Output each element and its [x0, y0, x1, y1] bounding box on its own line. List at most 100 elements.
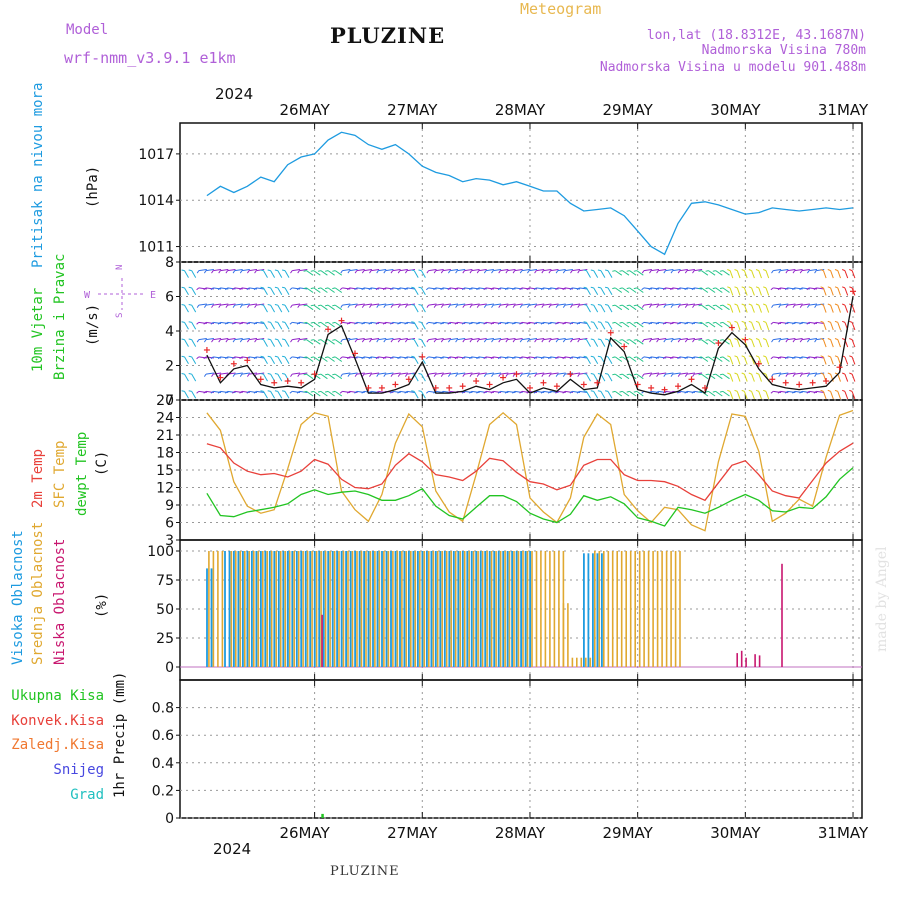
wind-arrow-head — [792, 270, 796, 274]
wind-arrow-head — [570, 339, 573, 343]
wind-arrow-head — [339, 391, 343, 394]
temp-title-1: 2m Temp — [30, 449, 46, 508]
wind-arrow — [270, 304, 276, 313]
wind-arrow-head — [267, 321, 271, 323]
wind-arrow-head — [633, 373, 637, 376]
wind-arrow-head — [784, 322, 788, 325]
wind-arrow-head — [440, 322, 444, 325]
wind-arrow-head — [361, 287, 365, 291]
mid-cloud-bar — [468, 551, 470, 667]
wind-arrow-head — [281, 373, 286, 375]
wind-arrow-head — [655, 391, 659, 394]
wind-arrow-head — [411, 390, 415, 392]
precip-legend-conv: Konvek.Kisa — [11, 713, 104, 729]
wind-arrow-head — [719, 390, 724, 393]
wind-arrow-head — [619, 287, 623, 290]
high-cloud-bar — [452, 551, 455, 667]
wind-arrow-head — [576, 391, 580, 394]
wind-arrow-head — [562, 391, 566, 394]
wind-arrow-head — [555, 322, 559, 325]
mid-cloud-bar — [306, 551, 309, 667]
wind-arrow-head — [555, 287, 559, 291]
wind-arrow — [334, 373, 343, 380]
wind-arrow — [184, 287, 189, 296]
wind-arrow — [435, 303, 444, 306]
mid-cloud-bar — [230, 551, 233, 667]
wind-arrow-head — [383, 373, 386, 377]
mid-cloud-bar — [611, 551, 614, 667]
wind-arrow-head — [418, 269, 422, 272]
wind-arrow-head — [310, 339, 314, 341]
wind-arrow-head — [712, 270, 716, 272]
low-cloud-bar — [758, 655, 761, 667]
wind-arrow-head — [469, 270, 473, 274]
wind-arrow — [220, 303, 229, 306]
wind-arrow-head — [583, 338, 587, 341]
wind-arrow — [378, 338, 387, 341]
wind-arrow — [413, 356, 419, 365]
wind-arrow — [822, 391, 827, 400]
wind-arrow — [579, 303, 588, 306]
wind-arrow-head — [332, 356, 336, 359]
wind-arrow-head — [641, 373, 645, 377]
wind-arrow — [751, 270, 755, 279]
wind-arrow-head — [224, 356, 228, 360]
wind-arrow — [450, 269, 459, 272]
y-tick-label: 4 — [165, 324, 174, 340]
day-label-top: 31MAY — [818, 101, 869, 119]
wind-arrow — [686, 338, 695, 341]
high-cloud-bar — [376, 551, 379, 667]
wind-arrow-head — [540, 322, 544, 325]
mid-cloud-bar — [607, 551, 610, 667]
wind-arrow — [708, 270, 716, 276]
wind-arrow-head — [505, 373, 508, 377]
wind-arrow — [579, 338, 588, 341]
wind-arrow — [320, 356, 328, 362]
mid-cloud-bar — [665, 551, 668, 667]
wind-arrow-head — [597, 269, 601, 272]
wind-arrow-head — [267, 269, 271, 272]
wind-arrow — [672, 338, 681, 341]
wind-arrow — [406, 303, 416, 306]
wind-arrow — [521, 303, 530, 306]
wind-arrow-head — [655, 287, 659, 291]
wind-arrow-head — [267, 286, 271, 289]
wind-arrow — [751, 287, 755, 296]
wind-arrow — [241, 372, 250, 375]
wind-arrow-head — [626, 304, 630, 307]
wind-arrow-head — [604, 321, 609, 323]
wind-arrow-head — [590, 286, 594, 289]
wind-arrow-head — [684, 391, 688, 394]
wind-arrow — [557, 303, 566, 306]
mid-cloud-bar — [253, 551, 255, 667]
wind-arrow-head — [196, 270, 200, 274]
wind-arrow — [758, 391, 762, 400]
wind-arrow — [830, 373, 834, 382]
wind-arrow-head — [368, 322, 372, 325]
wind-arrow — [651, 303, 660, 306]
wind-arrow — [722, 270, 730, 276]
wind-arrow — [629, 304, 637, 311]
wind-arrow-head — [426, 270, 430, 274]
wind-arrow — [830, 391, 834, 400]
wind-arrow — [787, 269, 796, 272]
wind-arrow-head — [354, 339, 358, 343]
y-tick-label: 0 — [165, 393, 174, 409]
wind-arrow-head — [799, 287, 803, 291]
wind-arrow — [299, 269, 308, 272]
wind-arrow-head — [534, 304, 537, 308]
wind-arrow-head — [340, 339, 343, 343]
wind-arrow — [715, 321, 723, 328]
wind-arrow — [263, 270, 268, 278]
wind-arrow-head — [281, 286, 286, 289]
wind-arrow — [607, 270, 613, 278]
wind-arrow — [780, 269, 789, 272]
wind-arrow — [371, 338, 380, 341]
wind-arrow-head — [670, 304, 674, 308]
wind-arrow — [830, 270, 834, 279]
wind-arrow — [579, 287, 588, 290]
wind-arrow — [428, 269, 437, 272]
wind-arrow — [521, 372, 530, 375]
wind-arrow-head — [354, 287, 358, 291]
wind-arrow-head — [289, 322, 293, 325]
